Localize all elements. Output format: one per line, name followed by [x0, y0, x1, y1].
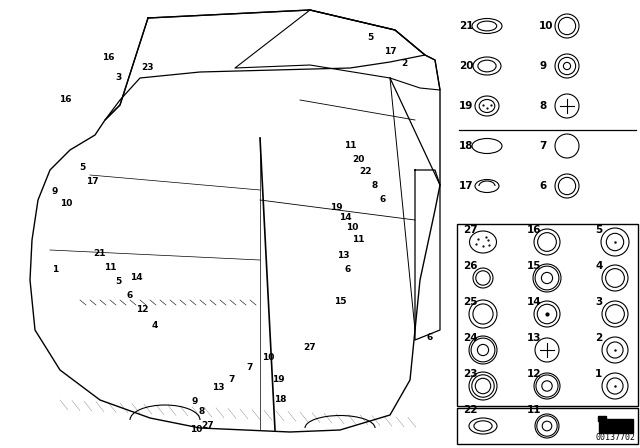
Text: 2: 2 — [595, 333, 602, 343]
Text: 19: 19 — [459, 101, 474, 111]
Text: 3: 3 — [115, 73, 121, 82]
Text: 7: 7 — [229, 375, 235, 384]
Text: 19: 19 — [272, 375, 284, 384]
Text: 11: 11 — [344, 141, 356, 150]
Text: 8: 8 — [539, 101, 547, 111]
Text: 27: 27 — [463, 225, 477, 235]
Text: 9: 9 — [192, 397, 198, 406]
Text: 23: 23 — [141, 64, 154, 73]
Text: 24: 24 — [463, 333, 477, 343]
Text: 17: 17 — [384, 47, 396, 56]
Text: 26: 26 — [463, 261, 477, 271]
Text: 21: 21 — [459, 21, 474, 31]
Text: 11: 11 — [104, 263, 116, 272]
Text: 15: 15 — [527, 261, 541, 271]
Text: 12: 12 — [136, 306, 148, 314]
Text: 6: 6 — [345, 266, 351, 275]
Text: 4: 4 — [595, 261, 602, 271]
Text: 3: 3 — [595, 297, 602, 307]
Text: 9: 9 — [52, 188, 58, 197]
Text: 9: 9 — [539, 61, 546, 71]
Text: 22: 22 — [463, 405, 477, 415]
Text: 13: 13 — [337, 250, 349, 259]
Text: 25: 25 — [463, 297, 477, 307]
Bar — [457, 224, 638, 406]
Text: 17: 17 — [86, 177, 99, 186]
Text: 10: 10 — [539, 21, 554, 31]
Bar — [457, 408, 638, 444]
Text: 17: 17 — [459, 181, 474, 191]
Text: 8: 8 — [199, 408, 205, 417]
Text: 15: 15 — [333, 297, 346, 306]
Text: 2: 2 — [401, 60, 407, 69]
Text: 27: 27 — [202, 421, 214, 430]
Text: 16: 16 — [527, 225, 541, 235]
Text: 16: 16 — [59, 95, 71, 104]
Text: 14: 14 — [339, 214, 351, 223]
Text: 21: 21 — [93, 250, 106, 258]
Text: 10: 10 — [190, 426, 202, 435]
Text: 5: 5 — [79, 164, 85, 172]
Text: 27: 27 — [304, 344, 316, 353]
Text: 11: 11 — [352, 236, 364, 245]
Text: 5: 5 — [595, 225, 602, 235]
Text: 10: 10 — [60, 199, 72, 208]
Bar — [598, 416, 606, 421]
Text: 7: 7 — [247, 363, 253, 372]
Text: 23: 23 — [463, 369, 477, 379]
Text: 10: 10 — [262, 353, 274, 362]
Text: 11: 11 — [527, 405, 541, 415]
Text: 5: 5 — [367, 34, 373, 43]
Text: 12: 12 — [527, 369, 541, 379]
Text: 16: 16 — [102, 53, 115, 63]
Text: 19: 19 — [330, 203, 342, 212]
Text: 6: 6 — [427, 333, 433, 343]
Text: 10: 10 — [346, 224, 358, 233]
Text: 8: 8 — [372, 181, 378, 190]
Text: 6: 6 — [127, 292, 133, 301]
Text: 7: 7 — [539, 141, 547, 151]
Text: 18: 18 — [459, 141, 474, 151]
Text: 00137702: 00137702 — [596, 433, 636, 442]
Text: 6: 6 — [539, 181, 547, 191]
Text: 1: 1 — [52, 266, 58, 275]
Text: 14: 14 — [527, 297, 541, 307]
Text: 20: 20 — [459, 61, 474, 71]
Bar — [599, 419, 633, 433]
Text: 20: 20 — [352, 155, 364, 164]
Text: 13: 13 — [212, 383, 224, 392]
Text: 14: 14 — [130, 273, 142, 283]
Text: 1: 1 — [595, 369, 602, 379]
Text: 6: 6 — [380, 195, 386, 204]
Text: 18: 18 — [274, 396, 286, 405]
Text: 4: 4 — [152, 320, 158, 329]
Text: 5: 5 — [115, 277, 121, 287]
Text: 22: 22 — [359, 168, 371, 177]
Text: 13: 13 — [527, 333, 541, 343]
